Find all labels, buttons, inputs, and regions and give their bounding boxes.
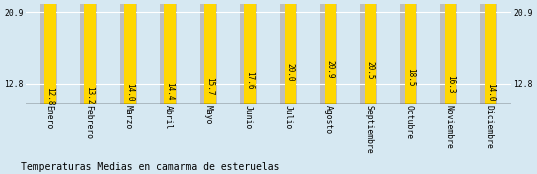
Bar (360, 0, 377, 104)
Bar (404, 0, 416, 104)
Bar (160, 0, 177, 104)
Text: 20.9: 20.9 (325, 60, 335, 78)
Bar (480, 0, 497, 104)
Text: 14.0: 14.0 (126, 83, 135, 102)
Text: Temperaturas Medias en camarma de esteruelas: Temperaturas Medias en camarma de esteru… (21, 162, 280, 172)
Text: 18.5: 18.5 (405, 68, 415, 86)
Bar (205, 0, 216, 104)
Bar (324, 0, 336, 104)
Bar (285, 0, 296, 104)
Text: 12.8: 12.8 (46, 87, 55, 106)
Text: 15.7: 15.7 (206, 77, 215, 96)
Bar (200, 0, 217, 104)
Bar (280, 0, 297, 104)
Bar (484, 0, 496, 104)
Text: 13.2: 13.2 (85, 86, 95, 104)
Bar (40, 0, 57, 104)
Bar (125, 0, 136, 104)
Bar (445, 0, 456, 104)
Text: 20.5: 20.5 (366, 61, 375, 80)
Bar (84, 0, 96, 104)
Text: 17.6: 17.6 (245, 71, 255, 89)
Bar (240, 0, 257, 104)
Bar (244, 0, 256, 104)
Text: 14.0: 14.0 (485, 83, 495, 102)
Bar (164, 0, 176, 104)
Bar (320, 0, 337, 104)
Text: 16.3: 16.3 (446, 75, 455, 94)
Bar (440, 0, 457, 104)
Text: 14.4: 14.4 (165, 82, 175, 100)
Bar (45, 0, 56, 104)
Bar (80, 0, 97, 104)
Bar (400, 0, 417, 104)
Bar (120, 0, 137, 104)
Bar (365, 0, 376, 104)
Text: 20.0: 20.0 (286, 63, 295, 81)
